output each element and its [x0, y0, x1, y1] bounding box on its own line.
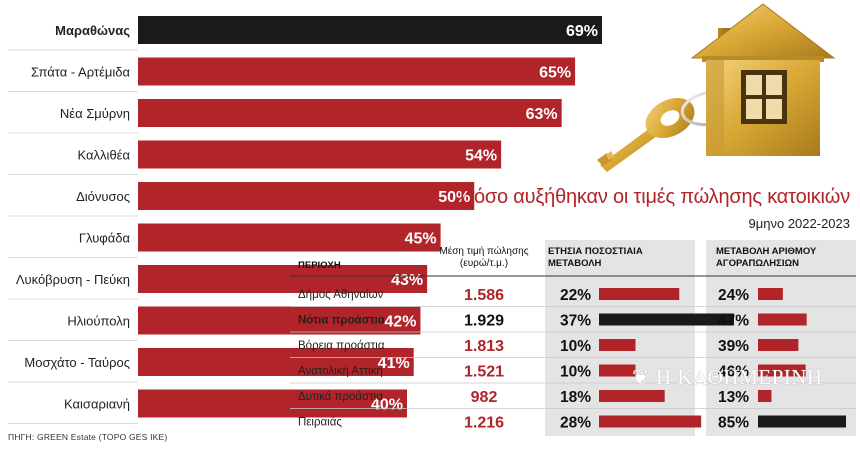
value-label: 45%	[405, 231, 437, 248]
value-label: 40%	[371, 397, 403, 414]
category-label: Σπάτα - Αρτέμιδα	[31, 65, 130, 80]
transactions-change-bar	[758, 390, 772, 402]
chart-subtitle: 9μηνο 2022-2023	[748, 216, 850, 231]
category-label: Μαραθώνας	[55, 23, 130, 38]
transactions-change-label: 85%	[718, 415, 749, 432]
transactions-change-label: 46%	[718, 364, 749, 381]
house-icon	[690, 3, 836, 156]
value-label: 50%	[438, 189, 470, 206]
table-panels	[545, 240, 856, 436]
annual-change-label: 28%	[560, 415, 591, 432]
chart-title: Πόσο αυξήθηκαν οι τιμές πώλησης κατοικιώ…	[459, 186, 850, 208]
value-label: 69%	[566, 23, 598, 40]
annual-change-bar	[599, 415, 702, 428]
column-header: ΕΤΗΣΙΑ ΠΟΣΟΣΤΙΑΙΑ	[548, 246, 643, 257]
bar	[138, 265, 428, 293]
bar	[138, 140, 502, 169]
bar	[138, 389, 407, 418]
table-region: Ανατολική Αττική	[298, 366, 383, 378]
house-key-illustration	[597, 3, 836, 172]
table-price: 1.813	[464, 338, 504, 355]
category-label: Λυκόβρυση - Πεύκη	[16, 272, 130, 287]
value-label: 65%	[539, 65, 571, 82]
annual-change-label: 37%	[560, 313, 591, 330]
table-price: 1.586	[464, 287, 504, 304]
transactions-change-bar	[758, 288, 783, 300]
bar-chart: Μαραθώνας 69% Σπάτα - Αρτέμιδα 65% Νέα Σμύρν…	[8, 16, 602, 424]
annual-change-label: 10%	[560, 364, 591, 381]
table-price: 1.929	[464, 313, 504, 330]
annual-change-bar	[599, 313, 734, 326]
table-price: 982	[471, 389, 498, 406]
data-table: ΠΕΡΙΟΧΗ Μέση τιμή πώλησης(ευρώ/τ.μ.) ΕΤΗΣΙ…	[290, 245, 856, 432]
table-region: Δήμος Αθηναίων	[298, 289, 384, 301]
annual-change-label: 18%	[560, 389, 591, 406]
watermark-text: Η ΚΑΘΗΜΕΡΙΝΗ	[655, 365, 823, 389]
transactions-change-bar	[758, 364, 806, 377]
annual-change-bar	[599, 339, 636, 351]
transactions-change-label: 24%	[718, 287, 749, 304]
bar	[138, 57, 576, 86]
table-price: 1.216	[464, 415, 504, 432]
value-label: 43%	[391, 272, 423, 289]
category-label: Καισαριανή	[64, 397, 130, 412]
watermark-logo: ❦ Η ΚΑΘΗΜΕΡΙΝΗ	[632, 365, 823, 389]
source-note: ΠΗΓΗ: GREEN Estate (TOPO GES IKE)	[8, 432, 168, 442]
bar	[138, 182, 475, 210]
value-label: 63%	[526, 106, 558, 123]
transactions-change-bar	[758, 313, 807, 326]
bar	[138, 306, 421, 335]
category-label: Καλλιθέα	[78, 148, 131, 163]
transactions-change-label: 39%	[718, 338, 749, 355]
annual-change-label: 10%	[560, 338, 591, 355]
category-label: Διόνυσος	[76, 189, 130, 204]
transactions-change-bar	[758, 415, 846, 428]
bar	[138, 223, 441, 252]
column-header: ΜΕΤΑΒΟΛΗ ΑΡΙΘΜΟΥ	[716, 246, 817, 257]
table-price: 1.521	[464, 364, 504, 381]
value-label: 54%	[465, 148, 497, 165]
bar	[138, 99, 562, 127]
annual-change-bar	[599, 390, 665, 402]
transactions-change-bar	[758, 339, 799, 351]
category-label: Νέα Σμύρνη	[60, 106, 130, 121]
annual-change-panel	[545, 240, 695, 436]
annual-change-label: 22%	[560, 287, 591, 304]
category-label: Ηλιούπολη	[67, 314, 130, 329]
column-header: Μέση τιμή πώλησης	[439, 245, 528, 257]
transactions-change-label: 47%	[718, 313, 749, 330]
transactions-change-panel	[706, 240, 856, 436]
category-label: Μοσχάτο - Ταύρος	[24, 355, 130, 370]
table-region: Πειραιάς	[298, 417, 342, 429]
table-region: Δυτικά προάστια	[298, 391, 383, 403]
table-region: Βόρεια προάστια	[298, 340, 385, 352]
column-header: ΠΕΡΙΟΧΗ	[298, 260, 341, 271]
key-icon	[597, 89, 744, 172]
bar	[138, 348, 414, 376]
column-header: ΑΓΟΡΑΠΩΛΗΣΙΩΝ	[716, 258, 799, 269]
bar	[138, 16, 602, 44]
transactions-change-label: 13%	[718, 389, 749, 406]
column-header: ΜΕΤΑΒΟΛΗ	[548, 258, 602, 269]
column-header: (ευρώ/τ.μ.)	[460, 257, 508, 269]
annual-change-bar	[599, 364, 636, 377]
annual-change-bar	[599, 288, 680, 300]
table-region: Νότια προάστια	[298, 315, 385, 327]
value-label: 41%	[378, 355, 410, 372]
category-label: Γλυφάδα	[79, 231, 131, 246]
value-label: 42%	[384, 314, 416, 331]
